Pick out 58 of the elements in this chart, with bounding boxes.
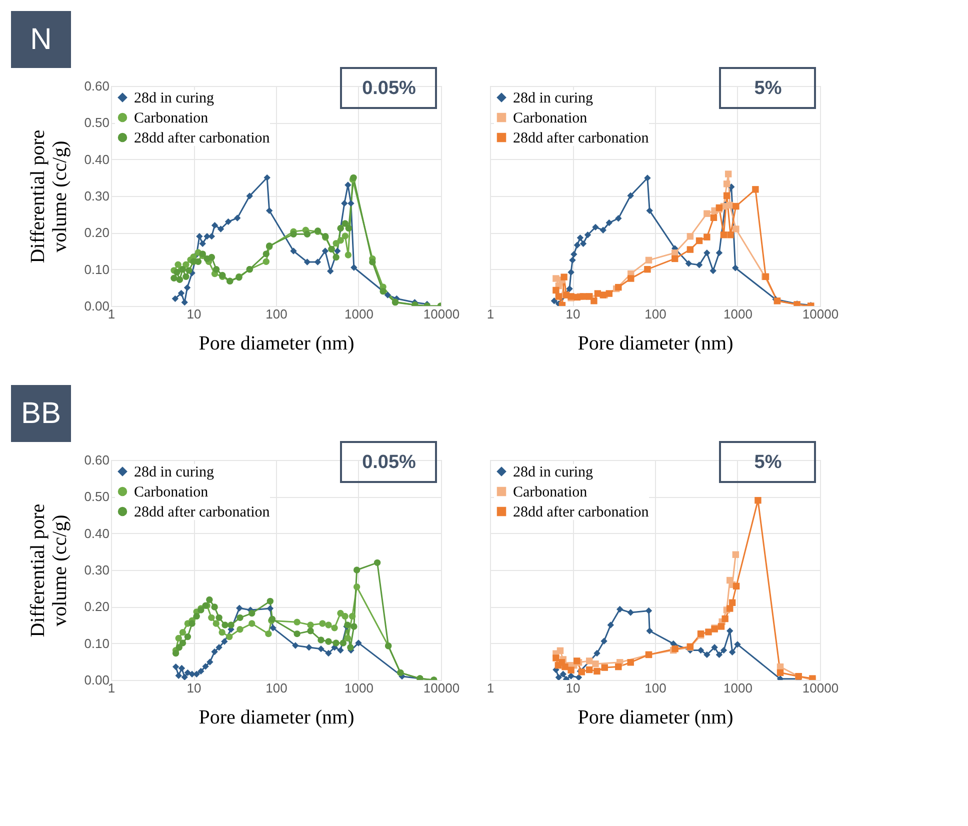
y-tick-label: 0.40 (84, 526, 110, 541)
legend-label: 28d in curing (513, 464, 594, 480)
x-axis-title: Pore diameter (nm) (198, 706, 354, 728)
annotation: 0.05% (362, 78, 416, 99)
x-tick-label: 100 (644, 306, 666, 322)
y-tick-label: 0.60 (84, 452, 110, 468)
x-axis-title: Pore diameter (nm) (198, 332, 354, 354)
x-tick-label: 1 (108, 680, 116, 696)
y-tick-label: 0.50 (84, 115, 110, 130)
legend-label: Carbonation (513, 110, 588, 126)
legend-label: 28d in curing (134, 90, 214, 106)
x-tick-label: 1 (486, 680, 494, 696)
legend-label: Carbonation (134, 484, 209, 500)
annotation: 0.05% (362, 452, 416, 473)
x-tick-label: 10 (566, 680, 580, 696)
x-tick-label: 10 (186, 306, 202, 322)
y-tick-label: 0.20 (84, 225, 110, 240)
x-axis-title: Pore diameter (nm) (578, 706, 734, 728)
legend-label: 28dd after carbonation (513, 130, 650, 146)
x-tick-label: 10000 (423, 680, 460, 696)
y-axis-title: Differential pore volume (cc/g) (27, 130, 72, 264)
x-axis-title: Pore diameter (nm) (578, 332, 734, 354)
y-tick-label: 0.20 (84, 599, 110, 614)
y-tick-label: 0.00 (84, 298, 110, 314)
legend-label: Carbonation (134, 110, 209, 126)
legend-label: 28d in curing (513, 90, 594, 106)
legend-label: 28dd after carbonation (513, 504, 650, 520)
x-tick-label: 100 (644, 680, 666, 696)
annotation: 5% (754, 78, 782, 99)
text: N (30, 23, 52, 56)
x-tick-label: 1000 (724, 680, 752, 696)
x-tick-label: 100 (266, 680, 288, 696)
x-tick-label: 10 (186, 680, 202, 696)
y-tick-label: 0.50 (84, 489, 110, 504)
y-tick-label: 0.00 (84, 672, 110, 688)
x-tick-label: 10000 (423, 306, 460, 322)
x-tick-label: 10000 (802, 306, 839, 322)
y-tick-label: 0.10 (84, 636, 110, 651)
y-tick-label: 0.40 (84, 152, 110, 167)
x-tick-label: 100 (266, 306, 288, 322)
annotation: 5% (754, 452, 782, 473)
y-tick-label: 0.60 (84, 78, 110, 94)
y-tick-label: 0.30 (84, 562, 110, 578)
x-tick-label: 1000 (724, 306, 752, 322)
y-tick-label: 0.10 (84, 262, 110, 277)
x-tick-label: 1000 (344, 306, 374, 322)
x-tick-label: 1 (108, 306, 116, 322)
y-tick-label: 0.30 (84, 188, 110, 204)
x-tick-label: 10000 (802, 680, 839, 696)
text: BB (20, 397, 62, 430)
legend-label: Carbonation (513, 484, 588, 500)
x-tick-label: 1 (486, 306, 494, 322)
legend-label: 28d in curing (134, 464, 214, 480)
legend-label: 28dd after carbonation (134, 504, 270, 520)
legend-label: 28dd after carbonation (134, 130, 270, 146)
y-axis-title: Differential pore volume (cc/g) (27, 504, 72, 638)
x-tick-label: 1000 (344, 680, 374, 696)
x-tick-label: 10 (566, 306, 580, 322)
